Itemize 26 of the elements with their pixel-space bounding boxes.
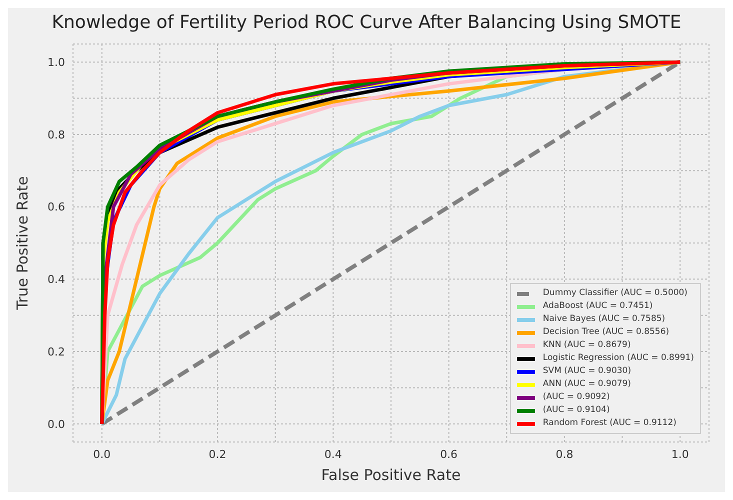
legend-label: Dummy Classifier (AUC = 0.5000) bbox=[542, 287, 688, 300]
chart-title: Knowledge of Fertility Period ROC Curve After Balancing Using SMOTE bbox=[50, 11, 682, 35]
y-tick-label: 0.2 bbox=[48, 345, 65, 358]
y-axis-title: True Positive Rate bbox=[13, 176, 32, 311]
legend-label: (AUC = 0.9092) bbox=[542, 391, 610, 404]
y-tick-label: 0.4 bbox=[48, 273, 65, 286]
y-tick-label: 0.6 bbox=[48, 200, 65, 214]
x-tick-label: 0.2 bbox=[208, 448, 226, 461]
legend-label: Decision Tree (AUC = 0.8556) bbox=[542, 326, 670, 339]
legend-label: KNN (AUC = 0.8679) bbox=[542, 339, 631, 352]
legend-label: Naive Bayes (AUC = 0.7585) bbox=[542, 313, 666, 326]
legend-label: AdaBoost (AUC = 0.7451) bbox=[542, 300, 653, 313]
x-tick-label: 0.4 bbox=[324, 448, 342, 461]
legend-label: Random Forest (AUC = 0.9112) bbox=[542, 417, 676, 430]
legend-label: ANN (AUC = 0.9079) bbox=[542, 378, 631, 391]
legend-label: SVM (AUC = 0.9030) bbox=[542, 365, 632, 378]
y-tick-label: 0.0 bbox=[48, 418, 65, 431]
legend-label: (AUC = 0.9104) bbox=[542, 404, 610, 417]
y-tick-label: 1.0 bbox=[48, 56, 65, 69]
x-tick-label: 0.0 bbox=[93, 448, 111, 461]
y-tick-label: 0.8 bbox=[48, 128, 65, 142]
x-tick-label: 0.6 bbox=[440, 448, 458, 461]
legend-label: Logistic Regression (AUC = 0.8991) bbox=[542, 352, 694, 365]
x-axis-title: False Positive Rate bbox=[321, 466, 461, 484]
x-tick-label: 1.0 bbox=[671, 448, 689, 461]
x-tick-label: 0.8 bbox=[556, 448, 574, 461]
